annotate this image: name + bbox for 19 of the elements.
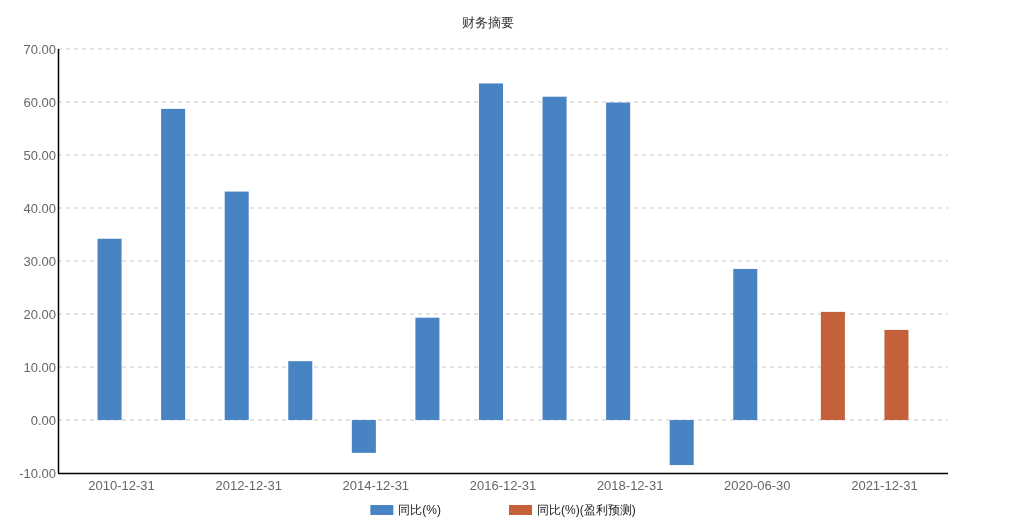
y-tick-label: 0.00 [30, 413, 56, 428]
y-tick-label: 40.00 [23, 201, 56, 216]
title: 财务摘要 [462, 15, 514, 30]
y-tick-label: -10.00 [19, 466, 56, 481]
y-tick-label: 50.00 [23, 148, 56, 163]
x-tick-label: 2012-12-31 [215, 478, 282, 493]
y-tick-label: 20.00 [23, 307, 56, 322]
y-tick-label: 30.00 [23, 254, 56, 269]
y-tick-label: 10.00 [23, 360, 56, 375]
x-tick-label: 2016-12-31 [469, 478, 537, 493]
x-tick-label: 2014-12-31 [342, 478, 410, 493]
x-tick-label: 2010-12-31 [88, 478, 155, 493]
x-tick-label: 2020-06-30 [724, 478, 791, 493]
x-tick-label: 2018-12-31 [596, 478, 664, 493]
x-tick-label: 2021-12-31 [851, 478, 918, 493]
y-tick-label: 70.00 [23, 42, 56, 57]
legend-label: 同比(%) [398, 503, 441, 517]
y-tick-label: 60.00 [23, 95, 56, 110]
legend-label: 同比(%)(盈利预测) [537, 503, 636, 517]
